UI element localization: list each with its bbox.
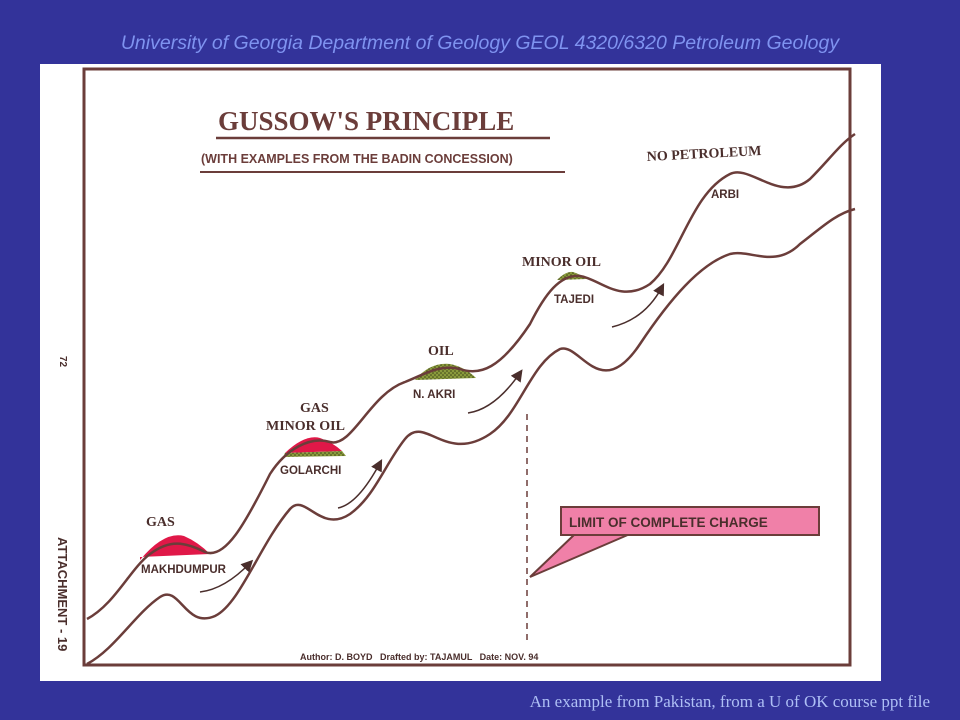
makhdumpur-name-label: MAKHDUMPUR <box>141 564 227 576</box>
golarchi-oil-fill <box>283 451 346 457</box>
attachment-label: ATTACHMENT - 19 <box>55 537 70 651</box>
upper-horizon-line <box>86 132 856 621</box>
gussow-diagram: GUSSOW'S PRINCIPLE (WITH EXAMPLES FROM T… <box>40 64 881 681</box>
arbi-content-label: NO PETROLEUM <box>646 144 761 165</box>
golarchi-content-label-2: MINOR OIL <box>266 419 345 434</box>
arbi-name-label: ARBI <box>711 189 739 201</box>
diagram-frame <box>82 67 852 667</box>
diagram-title: GUSSOW'S PRINCIPLE <box>218 106 514 136</box>
tajedi-content-label: MINOR OIL <box>522 255 601 270</box>
n-akri-oil-fill <box>415 363 476 380</box>
migration-arrow-2 <box>337 459 383 509</box>
tajedi-name-label: TAJEDI <box>554 294 594 306</box>
lower-horizon-line <box>86 207 856 666</box>
makhdumpur-content-label: GAS <box>146 515 175 530</box>
migration-arrow-4 <box>611 283 665 328</box>
slide-header: University of Georgia Department of Geol… <box>120 32 840 54</box>
migration-arrow-3 <box>467 369 523 414</box>
charge-limit-callout-box <box>560 506 820 536</box>
diagram-subtitle: (WITH EXAMPLES FROM THE BADIN CONCESSION… <box>201 152 513 166</box>
slide-footer: An example from Pakistan, from a U of OK… <box>529 692 930 711</box>
golarchi-name-label: GOLARCHI <box>280 465 341 477</box>
charge-limit-label: LIMIT OF COMPLETE CHARGE <box>569 515 768 530</box>
golarchi-content-label: GAS <box>300 401 329 416</box>
charge-limit-callout-pointer <box>529 533 631 578</box>
page-number-label: 72 <box>57 356 68 368</box>
n-akri-name-label: N. AKRI <box>413 389 455 401</box>
migration-arrow-1 <box>199 559 254 593</box>
credits-label: Author: D. BOYD Drafted by: TAJAMUL Date… <box>300 652 538 662</box>
n-akri-content-label: OIL <box>428 344 454 359</box>
makhdumpur-gas-fill <box>140 535 210 560</box>
